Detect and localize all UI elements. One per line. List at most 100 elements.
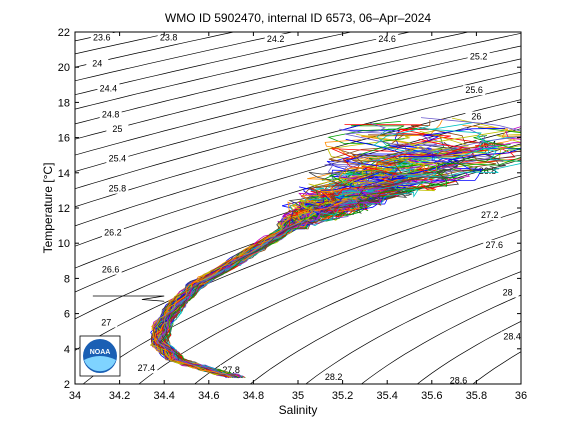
logo-wave: [84, 356, 116, 372]
x-tick-label: 34: [69, 390, 81, 402]
isopycnal-label: 28.2: [325, 372, 343, 382]
isopycnal-line: [194, 229, 521, 384]
isopycnal-label-bg: [478, 210, 501, 221]
profile-line: [156, 163, 459, 379]
isopycnal-line: [75, 32, 236, 68]
isopycnal-label: 27: [101, 317, 111, 327]
isopycnal-label: 28.6: [450, 375, 468, 385]
isopycnal-line: [75, 32, 412, 110]
profile-line: [152, 148, 414, 377]
isopycnal-line: [75, 71, 521, 190]
isopycnal-label: 26: [471, 111, 481, 121]
isopycnal-line: [75, 32, 177, 55]
isopycnal-label-bg: [465, 111, 488, 122]
x-tick-label: 34.6: [198, 390, 219, 402]
y-tick-label: 16: [58, 133, 70, 145]
y-tick-label: 4: [64, 344, 70, 356]
isopycnal-label-bg: [157, 32, 180, 43]
isopycnal-label-bg: [496, 287, 519, 298]
isopycnal-line: [75, 175, 521, 351]
profile-line: [154, 185, 348, 377]
isopycnal-label-bg: [90, 32, 113, 43]
isopycnal-label-bg: [476, 166, 499, 177]
isopycnal-label: 25.6: [465, 85, 483, 95]
x-tick-label: 34.4: [153, 390, 174, 402]
y-tick-label: 8: [64, 273, 70, 285]
isopycnal-label-bg: [97, 83, 120, 94]
isopycnal-label-bg: [106, 183, 129, 194]
y-tick-label: 22: [58, 27, 70, 39]
profile-line: [153, 138, 465, 378]
isopycnal-label: 26.6: [102, 265, 120, 275]
x-tick-label: 36: [515, 390, 527, 402]
isopycnal-label-bg: [135, 363, 158, 374]
y-tick-label: 14: [58, 168, 70, 180]
y-axis-label: Temperature [°C]: [41, 163, 55, 254]
isopycnal-label-bg: [322, 371, 345, 382]
isopycnal-label: 25.4: [109, 154, 127, 164]
isopycnal-label: 26.2: [104, 228, 122, 238]
y-tick-label: 6: [64, 309, 70, 321]
isopycnal-label-bg: [463, 85, 486, 96]
isopycnal-label-bg: [99, 109, 122, 120]
isopycnal-label-bg: [376, 34, 399, 45]
profile-spike: [92, 295, 165, 302]
x-tick-label: 35.2: [332, 390, 353, 402]
isopycnal-line: [75, 32, 295, 82]
isopycnal-label: 28: [503, 287, 513, 297]
isopycnal-label: 25: [112, 124, 122, 134]
isopycnal-label-bg: [86, 58, 109, 69]
isopycnal-label: 27.2: [481, 210, 499, 220]
noaa-logo: NOAA: [79, 335, 121, 377]
isopycnal-line: [249, 249, 521, 384]
isopycnal-label: 23.8: [160, 32, 178, 42]
isopycnal-label: 27.6: [485, 240, 503, 250]
isopycnal-label: 25.8: [109, 184, 127, 194]
isopycnal-label-bg: [220, 364, 243, 375]
x-axis-label: Salinity: [279, 403, 318, 417]
x-tick-label: 34.8: [243, 390, 264, 402]
logo-text: NOAA: [90, 349, 111, 356]
isopycnal-label-bg: [467, 51, 490, 62]
x-tick-label: 34.2: [109, 390, 130, 402]
isopycnal-line: [75, 128, 521, 269]
x-tick-label: 35.6: [421, 390, 442, 402]
isopycnal-line: [75, 99, 521, 227]
isopycnal-line: [416, 320, 521, 384]
isopycnal-label-bg: [101, 227, 124, 238]
isopycnal-line: [138, 210, 521, 384]
isopycnal-label: 24.8: [102, 110, 120, 120]
isopycnal-label-bg: [106, 153, 129, 164]
y-tick-label: 20: [58, 62, 70, 74]
chart-title: WMO ID 5902470, internal ID 6573, 06–Apr…: [165, 11, 431, 25]
isopycnal-label: 24: [92, 59, 102, 69]
y-tick-label: 2: [64, 379, 70, 391]
profile-line: [151, 200, 339, 378]
y-tick-label: 12: [58, 203, 70, 215]
y-tick-label: 10: [58, 238, 70, 250]
isopycnal-label-bg: [501, 331, 524, 342]
isopycnal-label-bg: [95, 317, 118, 328]
isopycnal-label: 27.4: [138, 363, 156, 373]
isopycnal-label-bg: [99, 264, 122, 275]
x-tick-label: 35.8: [466, 390, 487, 402]
isopycnal-label: 24.6: [378, 34, 396, 44]
isopycnal-label: 23.6: [93, 32, 111, 42]
isopycnal-label-bg: [447, 375, 470, 386]
isopycnal-label: 28.4: [503, 331, 521, 341]
x-tick-label: 35: [292, 390, 304, 402]
isopycnal-label: 27.8: [222, 365, 240, 375]
isopycnal-line: [75, 32, 353, 96]
isopycnal-label-bg: [106, 123, 129, 134]
x-tick-label: 35.4: [376, 390, 397, 402]
isopycnal-label-bg: [264, 34, 287, 45]
isopycnal-label-bg: [483, 239, 506, 250]
isopycnal-label: 25.2: [470, 52, 488, 62]
isopycnal-line: [305, 271, 521, 384]
isopycnal-label: 24.2: [267, 34, 285, 44]
isopycnal-label: 26.8: [479, 166, 497, 176]
isopycnal-line: [360, 294, 521, 384]
y-tick-label: 18: [58, 97, 70, 109]
